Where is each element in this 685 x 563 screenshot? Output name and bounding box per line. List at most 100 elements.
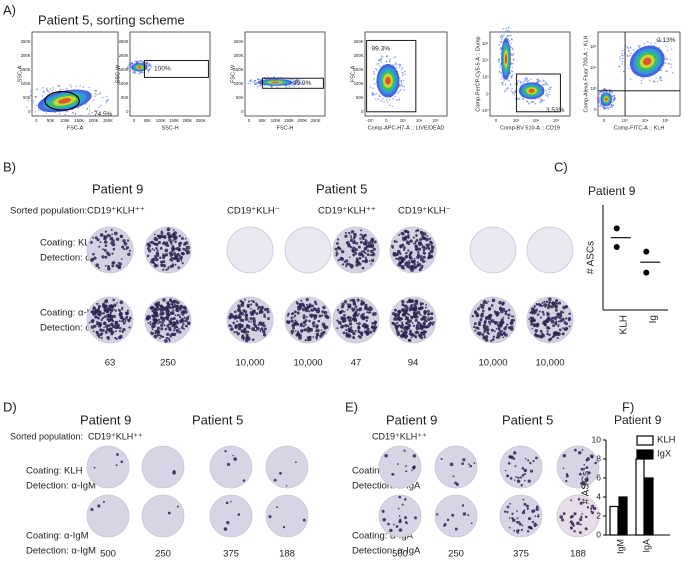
spot bbox=[315, 324, 319, 328]
spot bbox=[476, 326, 479, 329]
density-contour bbox=[271, 81, 280, 84]
gate bbox=[262, 77, 324, 89]
event-dot bbox=[139, 60, 141, 63]
spot bbox=[320, 329, 323, 332]
spot bbox=[363, 246, 368, 251]
gate bbox=[143, 60, 209, 78]
event-dot bbox=[597, 98, 600, 101]
event-dot bbox=[381, 56, 384, 58]
spot bbox=[172, 309, 175, 312]
spot bbox=[186, 245, 191, 250]
y-tick-label: 8 bbox=[596, 453, 601, 463]
spot bbox=[100, 318, 103, 322]
spot bbox=[584, 515, 588, 519]
spot bbox=[241, 334, 244, 337]
spot bbox=[243, 330, 247, 334]
spot bbox=[337, 246, 341, 250]
spot bbox=[523, 472, 526, 476]
spot bbox=[183, 310, 188, 314]
event-dot bbox=[380, 61, 383, 63]
spot bbox=[336, 238, 340, 241]
spot bbox=[488, 314, 492, 318]
event-dot bbox=[499, 64, 502, 67]
count-label: 250 bbox=[160, 358, 176, 369]
spot bbox=[364, 238, 367, 241]
event-dot bbox=[37, 109, 40, 112]
spot bbox=[282, 526, 286, 529]
spot bbox=[362, 316, 366, 320]
event-dot bbox=[400, 81, 403, 84]
spot bbox=[356, 298, 360, 302]
bar bbox=[644, 477, 654, 536]
spot bbox=[510, 318, 514, 322]
spot bbox=[354, 248, 358, 252]
event-dot bbox=[398, 66, 401, 69]
spot bbox=[168, 326, 172, 331]
gate-percent: 99.9% bbox=[293, 80, 312, 87]
event-dot bbox=[501, 36, 504, 39]
spot bbox=[510, 325, 514, 329]
spot bbox=[167, 511, 171, 515]
spot bbox=[335, 242, 339, 245]
event-dot bbox=[389, 60, 391, 63]
spot bbox=[558, 332, 561, 334]
event-dot bbox=[512, 58, 515, 60]
spot bbox=[594, 461, 597, 465]
x-tick-label: 0 bbox=[248, 118, 251, 123]
spot bbox=[498, 321, 501, 324]
detection-label: Detection: α-IgA bbox=[352, 546, 421, 557]
spot bbox=[403, 237, 406, 239]
event-dot bbox=[543, 99, 545, 102]
y-axis-label: SSC-W bbox=[115, 64, 121, 83]
spot bbox=[421, 328, 424, 331]
spot bbox=[315, 335, 318, 339]
spot bbox=[347, 231, 351, 235]
event-dot bbox=[548, 91, 551, 93]
spot bbox=[344, 231, 347, 234]
event-dot bbox=[403, 85, 406, 88]
spot bbox=[408, 243, 411, 246]
spot bbox=[467, 514, 470, 517]
spot bbox=[153, 264, 158, 268]
spot bbox=[411, 469, 413, 472]
spot bbox=[369, 330, 373, 334]
spot bbox=[426, 234, 428, 237]
spot bbox=[259, 330, 262, 333]
spot bbox=[552, 324, 555, 327]
spot bbox=[366, 330, 370, 334]
spot bbox=[305, 316, 308, 318]
spot bbox=[504, 333, 508, 337]
population-label: CD19⁺KLH⁺⁺ bbox=[318, 206, 376, 217]
y-tick-label: 50K bbox=[121, 95, 129, 100]
spot bbox=[98, 311, 102, 314]
spot bbox=[108, 234, 112, 238]
event-dot bbox=[667, 62, 670, 65]
spot bbox=[406, 323, 409, 325]
spot bbox=[159, 304, 163, 308]
spot bbox=[478, 331, 482, 336]
spot bbox=[250, 303, 253, 306]
chart-title: Patient 9 bbox=[614, 413, 662, 427]
spot bbox=[364, 239, 368, 244]
event-dot bbox=[375, 98, 377, 100]
spot bbox=[169, 322, 172, 326]
spot bbox=[513, 529, 516, 532]
spot bbox=[452, 475, 455, 478]
spot bbox=[493, 320, 497, 324]
spot bbox=[121, 308, 123, 311]
spot bbox=[166, 233, 169, 236]
spot bbox=[393, 240, 397, 243]
event-dot bbox=[619, 58, 622, 60]
spot bbox=[308, 319, 311, 323]
spot bbox=[262, 321, 265, 324]
spot bbox=[506, 505, 510, 509]
spot bbox=[168, 319, 173, 324]
spot bbox=[160, 323, 164, 327]
spot bbox=[117, 265, 122, 269]
spot bbox=[476, 307, 480, 311]
spot bbox=[583, 467, 586, 470]
detection-label: Detection: α-IgA bbox=[352, 481, 421, 492]
spot bbox=[485, 301, 488, 304]
spot bbox=[396, 463, 399, 465]
event-dot bbox=[98, 93, 101, 95]
